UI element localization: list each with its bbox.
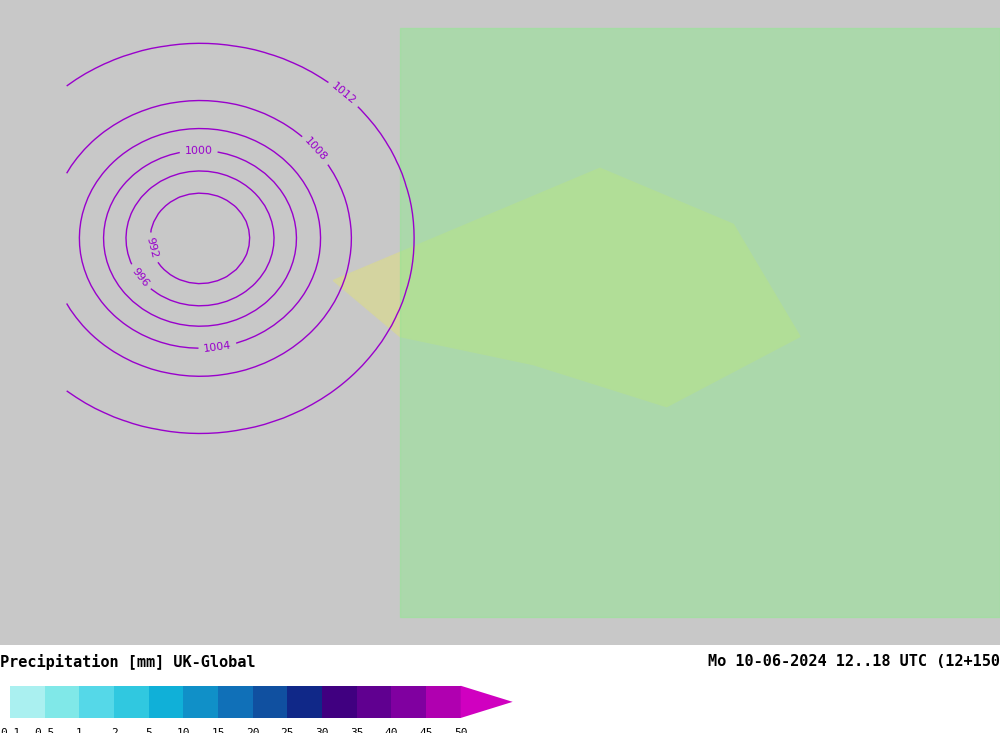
- Text: 1008: 1008: [303, 136, 329, 163]
- Text: 5: 5: [145, 728, 152, 733]
- Polygon shape: [357, 686, 391, 718]
- Text: Precipitation [mm] UK-Global: Precipitation [mm] UK-Global: [0, 654, 256, 669]
- Text: 0.1: 0.1: [0, 728, 20, 733]
- Text: 10: 10: [177, 728, 190, 733]
- Polygon shape: [391, 686, 426, 718]
- Polygon shape: [149, 686, 183, 718]
- Text: 30: 30: [315, 728, 329, 733]
- Text: 35: 35: [350, 728, 363, 733]
- Polygon shape: [333, 169, 800, 407]
- Polygon shape: [426, 686, 461, 718]
- Text: Mo 10-06-2024 12..18 UTC (12+150: Mo 10-06-2024 12..18 UTC (12+150: [708, 654, 1000, 669]
- Text: 50: 50: [454, 728, 467, 733]
- Text: 2: 2: [111, 728, 117, 733]
- Polygon shape: [400, 28, 1000, 617]
- Text: 996: 996: [129, 266, 150, 289]
- Polygon shape: [218, 686, 253, 718]
- Text: 0.5: 0.5: [35, 728, 55, 733]
- Polygon shape: [79, 686, 114, 718]
- Polygon shape: [287, 686, 322, 718]
- Text: 1004: 1004: [203, 340, 232, 354]
- Polygon shape: [45, 686, 79, 718]
- Text: 25: 25: [281, 728, 294, 733]
- Text: 1012: 1012: [330, 81, 358, 107]
- Text: 45: 45: [419, 728, 433, 733]
- Polygon shape: [253, 686, 287, 718]
- Text: 992: 992: [144, 237, 159, 259]
- Text: 40: 40: [385, 728, 398, 733]
- Text: 15: 15: [211, 728, 225, 733]
- Text: 1: 1: [76, 728, 83, 733]
- Text: 20: 20: [246, 728, 259, 733]
- Text: 1000: 1000: [185, 145, 213, 155]
- Polygon shape: [461, 686, 513, 718]
- Polygon shape: [322, 686, 357, 718]
- Polygon shape: [183, 686, 218, 718]
- Polygon shape: [114, 686, 149, 718]
- Polygon shape: [10, 686, 45, 718]
